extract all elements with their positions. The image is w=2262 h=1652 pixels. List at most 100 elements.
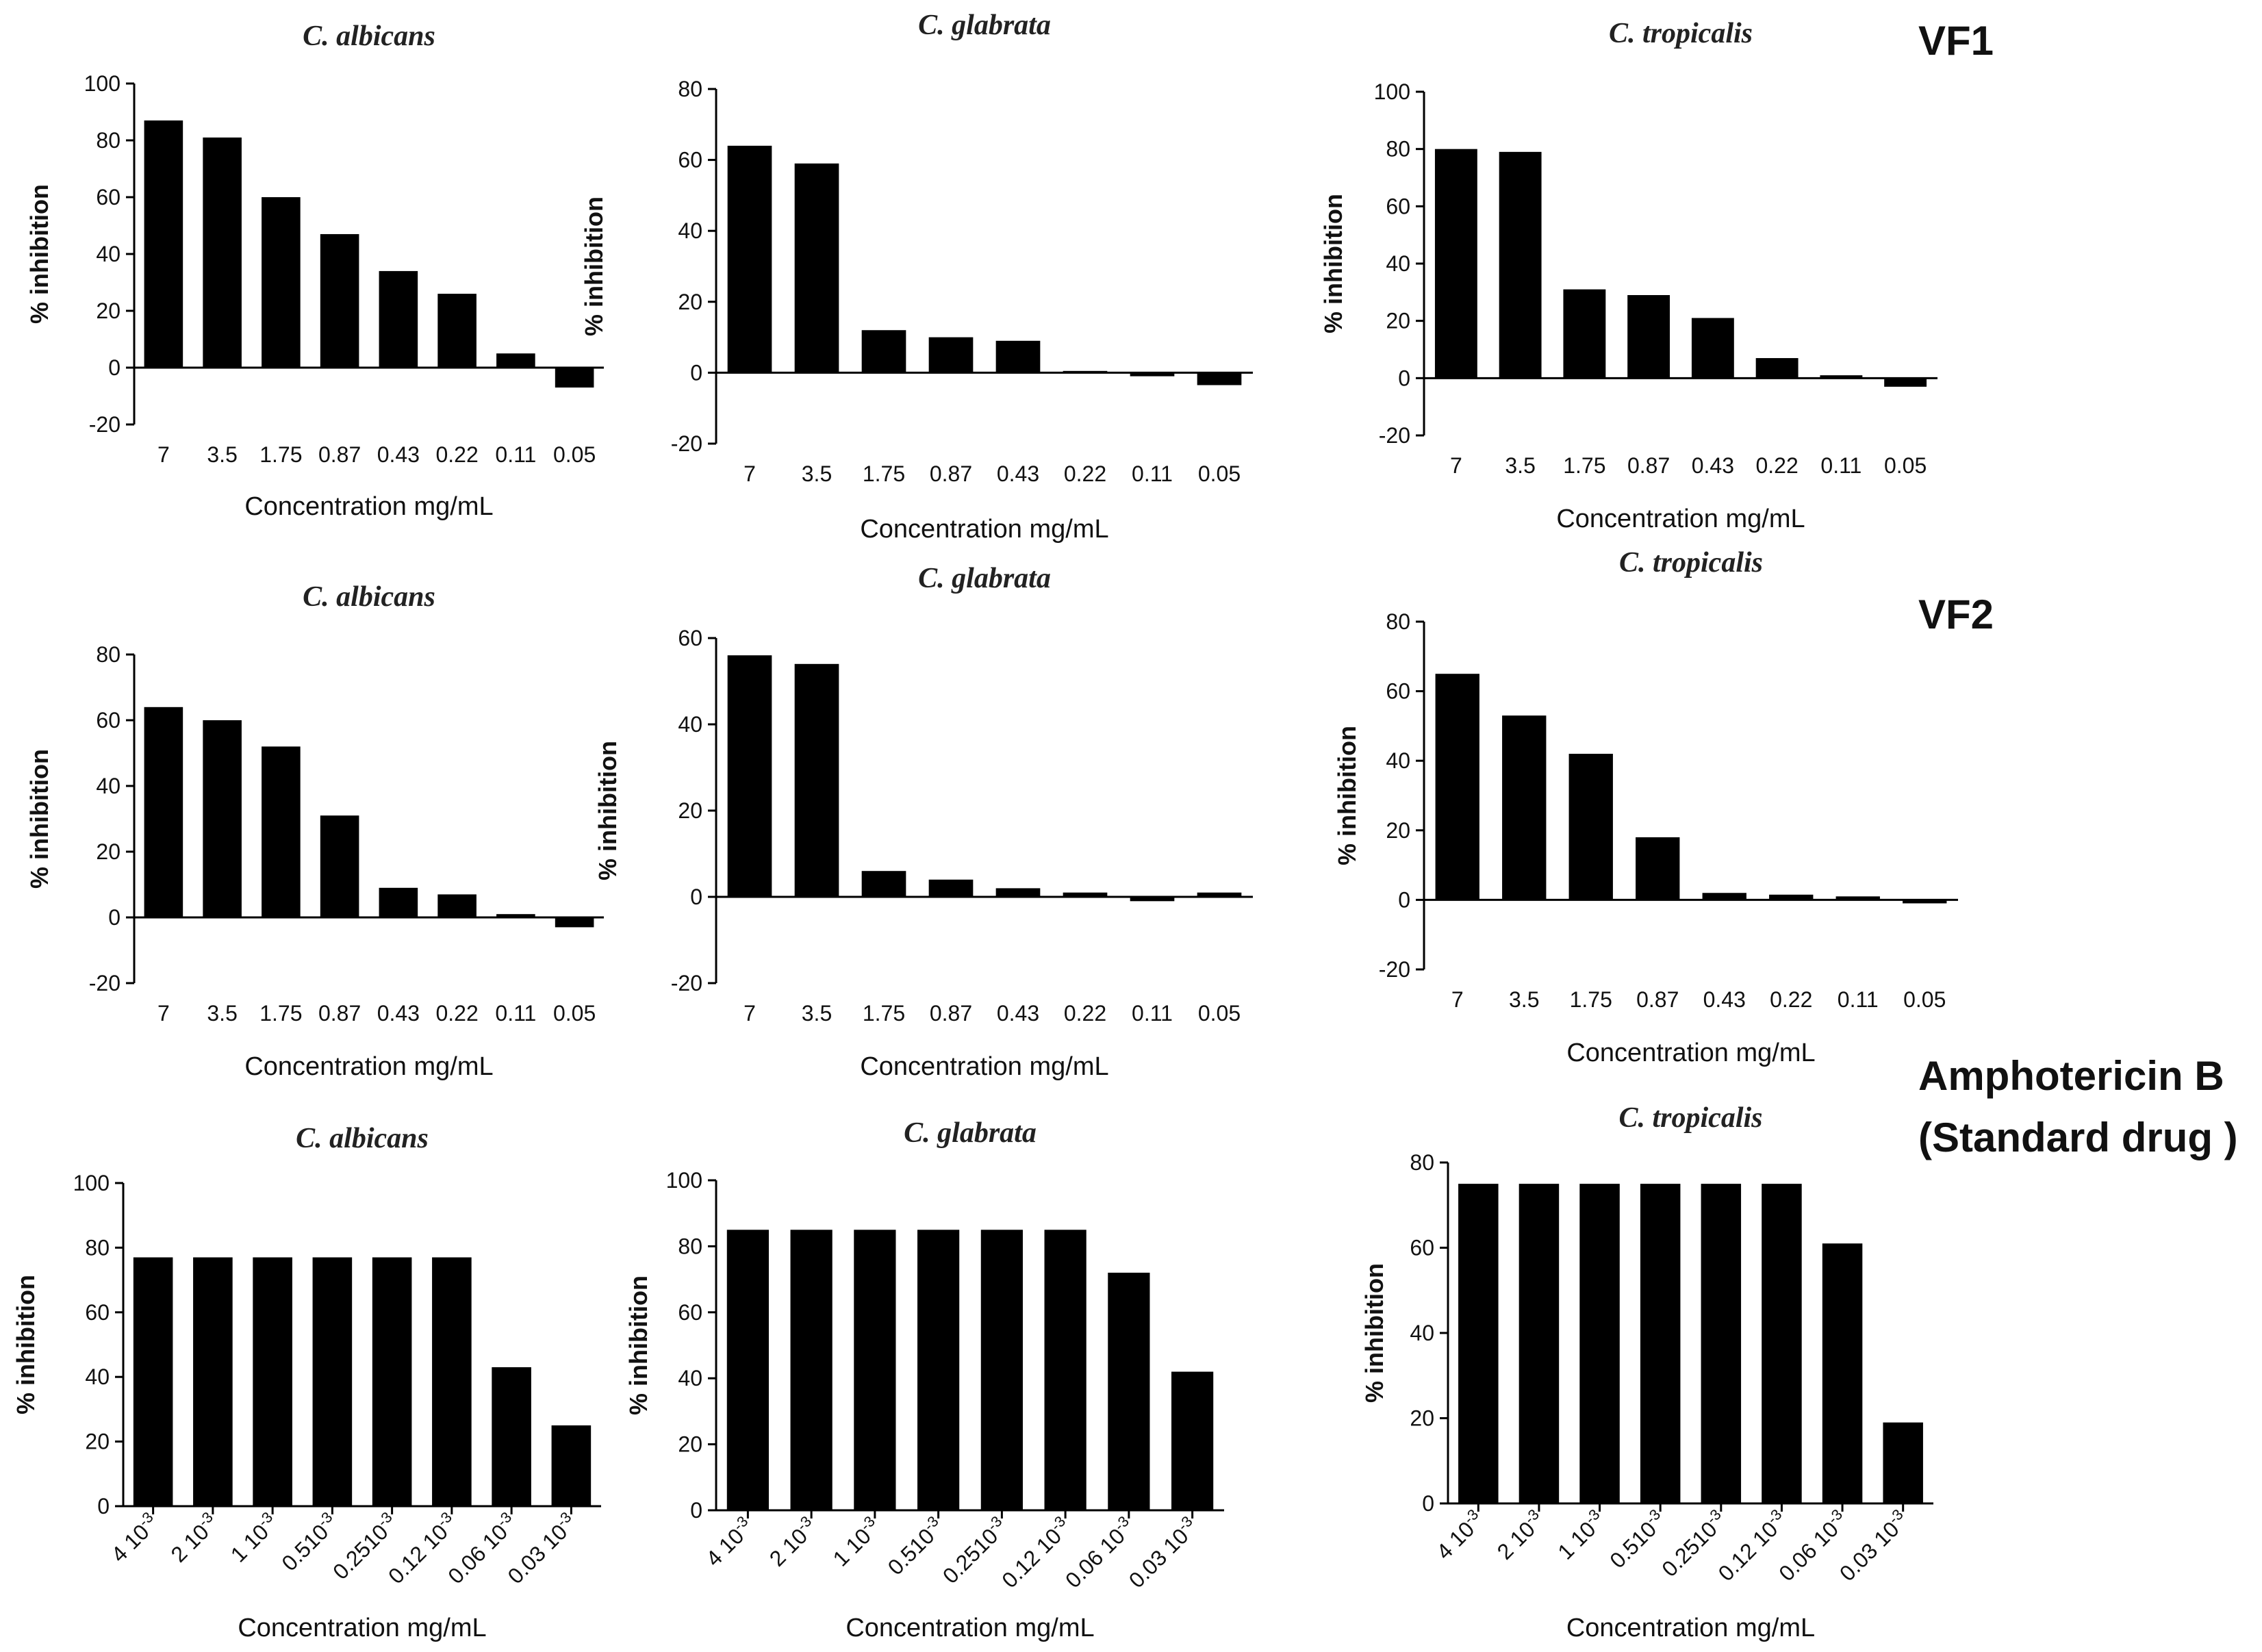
x-tick-label: 3.5 <box>207 442 237 467</box>
bar <box>492 1367 531 1506</box>
bar <box>1762 1184 1802 1503</box>
bar <box>379 270 418 368</box>
bar <box>1835 896 1880 900</box>
bar <box>1434 149 1477 379</box>
chart-5: C. glabrata -20 0 20 40 60 7 3.5 1.75 0.87 0.43 0.2… <box>594 563 1253 1081</box>
bar <box>1884 378 1927 387</box>
y-axis-label: % inhibition <box>624 1275 652 1415</box>
chart-title: C. albicans <box>303 21 435 52</box>
bar <box>312 1257 353 1506</box>
y-tick-label: 20 <box>85 1429 110 1454</box>
y-tick-label: 40 <box>1410 1321 1434 1345</box>
bar <box>437 294 476 368</box>
bar <box>372 1257 412 1506</box>
x-tick-label: 0.05 <box>1884 453 1927 478</box>
bar <box>727 145 772 373</box>
chart-3: C. tropicalis -20 0 20 40 60 80 100 7 3.5 1.75 0.87… <box>1319 18 1937 533</box>
bar <box>496 353 535 368</box>
bar <box>432 1257 472 1506</box>
y-axis-label: % inhibition <box>594 741 622 880</box>
bar <box>1197 372 1242 385</box>
bar <box>1627 295 1670 379</box>
chart-title: C. glabrata <box>918 563 1051 594</box>
x-tick-label: 0.22 <box>1064 1001 1106 1026</box>
y-tick-label: 60 <box>1386 679 1410 704</box>
x-tick-label: 7 <box>157 1001 170 1026</box>
x-axis-label: Concentration mg/mL <box>846 1614 1094 1642</box>
chart-6: C. tropicalis -20 0 20 40 60 80 7 3.5 1.75 0.87 0.4… <box>1333 547 1958 1067</box>
bar <box>262 197 301 368</box>
y-tick-label: -20 <box>1379 957 1410 982</box>
x-tick-label: 1.75 <box>1563 453 1605 478</box>
y-tick-label: 60 <box>1386 194 1410 218</box>
chart-title: C. glabrata <box>918 10 1051 41</box>
bar <box>790 1230 833 1510</box>
bar <box>1518 1184 1560 1503</box>
x-axis-label: Concentration mg/mL <box>860 1052 1108 1081</box>
x-tick-label: 0.05 <box>1198 461 1241 486</box>
x-tick-label: 0.11 <box>1820 453 1861 478</box>
bar <box>1822 1243 1863 1503</box>
x-tick-label: 0.87 <box>1636 987 1679 1012</box>
y-tick-label: 60 <box>678 626 702 650</box>
y-tick-label: -20 <box>89 412 120 437</box>
x-tick-label: 0.06 10-3 <box>1059 1512 1139 1592</box>
y-tick-label: 40 <box>678 218 702 243</box>
bar <box>133 1257 173 1506</box>
bar <box>1502 715 1547 900</box>
y-tick-label: 80 <box>96 128 120 153</box>
y-tick-label: 20 <box>678 1432 702 1457</box>
x-tick-label: 0.05 <box>553 442 596 467</box>
chart-4: C. albicans -20 0 20 40 60 80 7 3.5 1.75 0.87 0.43 0… <box>25 581 604 1081</box>
x-tick-label: 3.5 <box>1505 453 1535 478</box>
y-tick-label: 20 <box>96 298 120 323</box>
bar <box>794 663 839 897</box>
bar <box>203 137 242 368</box>
x-tick-label: 0.43 <box>377 442 420 467</box>
y-axis-label: % inhibition <box>1319 194 1347 333</box>
y-tick-label: 20 <box>1386 309 1410 333</box>
bar <box>1568 754 1613 900</box>
bar <box>1171 1371 1214 1510</box>
y-tick-label: 0 <box>108 355 120 380</box>
x-tick-label: 0.11 <box>1838 987 1879 1012</box>
x-tick-label: 1.75 <box>863 1001 905 1026</box>
chart-title: C. tropicalis <box>1619 547 1763 579</box>
bar <box>320 815 359 917</box>
x-tick-label: 0.03 10-3 <box>1123 1512 1203 1592</box>
x-axis-label: Concentration mg/mL <box>1566 1614 1815 1642</box>
x-tick-label: 0.43 <box>997 1001 1039 1026</box>
bar <box>1579 1184 1620 1503</box>
y-tick-label: 80 <box>678 1234 702 1258</box>
x-tick-label: 2 10-3 <box>164 1508 223 1566</box>
bar <box>1702 893 1746 900</box>
x-tick-label: 1 10-3 <box>826 1512 885 1571</box>
x-axis-label: Concentration mg/mL <box>860 515 1108 544</box>
bar <box>496 914 535 917</box>
bar <box>1130 372 1175 377</box>
bar <box>1701 1184 1742 1503</box>
bar <box>917 1230 960 1510</box>
x-tick-label: 0.87 <box>1627 453 1670 478</box>
y-tick-label: 80 <box>1410 1150 1434 1175</box>
bar <box>144 120 183 368</box>
bar <box>1883 1422 1923 1503</box>
x-tick-label: 7 <box>744 1001 756 1026</box>
y-axis-label: % inhibition <box>25 184 53 324</box>
x-tick-label: 1.75 <box>1570 987 1612 1012</box>
chart-9: C. tropicalis 0 20 40 60 80 4 10-32 10-31 10-3… <box>1360 1102 1933 1642</box>
bar <box>1820 375 1863 379</box>
x-tick-label: 4 10-3 <box>700 1512 758 1571</box>
x-axis-label: Concentration mg/mL <box>1566 1039 1815 1067</box>
chart-1: C. albicans -20 0 20 40 60 80 100 7 3.5 1.75 0.87 0.… <box>25 21 604 521</box>
bar <box>437 894 476 917</box>
y-tick-label: 80 <box>1386 137 1410 162</box>
x-axis-label: Concentration mg/mL <box>1556 505 1805 533</box>
x-axis-label: Concentration mg/mL <box>244 1052 493 1081</box>
x-tick-label: 0.87 <box>930 461 972 486</box>
bar <box>262 746 301 917</box>
x-tick-label: 0.22 <box>435 442 478 467</box>
bar <box>861 330 906 373</box>
bar <box>794 163 839 373</box>
bar <box>928 337 974 373</box>
